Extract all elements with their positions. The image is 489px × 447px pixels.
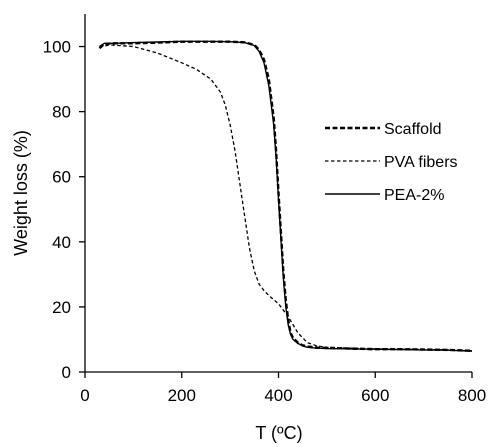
legend-label: Scaffold — [384, 121, 442, 138]
legend: Scaffold PVA fibers PEA-2% — [325, 121, 458, 204]
x-tick-label: 0 — [80, 386, 89, 405]
y-tick-label: 60 — [52, 168, 71, 187]
y-tick-label: 40 — [52, 233, 71, 252]
legend-label: PVA fibers — [384, 154, 458, 171]
y-tick-label: 100 — [43, 38, 71, 57]
y-tick-label: 0 — [62, 363, 71, 382]
x-ticks: 0 200 400 600 800 — [80, 372, 486, 405]
series-layer — [98, 40, 473, 352]
x-tick-label: 200 — [168, 386, 196, 405]
x-axis-title: T (ºC) — [255, 423, 302, 443]
series-line-pea-2 — [99, 40, 473, 352]
y-tick-label: 20 — [52, 298, 71, 317]
x-tick-label: 400 — [264, 386, 292, 405]
x-tick-label: 800 — [458, 386, 486, 405]
legend-label: PEA-2% — [384, 187, 444, 204]
y-ticks: 0 20 40 60 80 100 — [43, 38, 85, 382]
y-tick-label: 80 — [52, 103, 71, 122]
x-tick-label: 600 — [361, 386, 389, 405]
y-axis-title: Weight loss (%) — [11, 130, 31, 256]
